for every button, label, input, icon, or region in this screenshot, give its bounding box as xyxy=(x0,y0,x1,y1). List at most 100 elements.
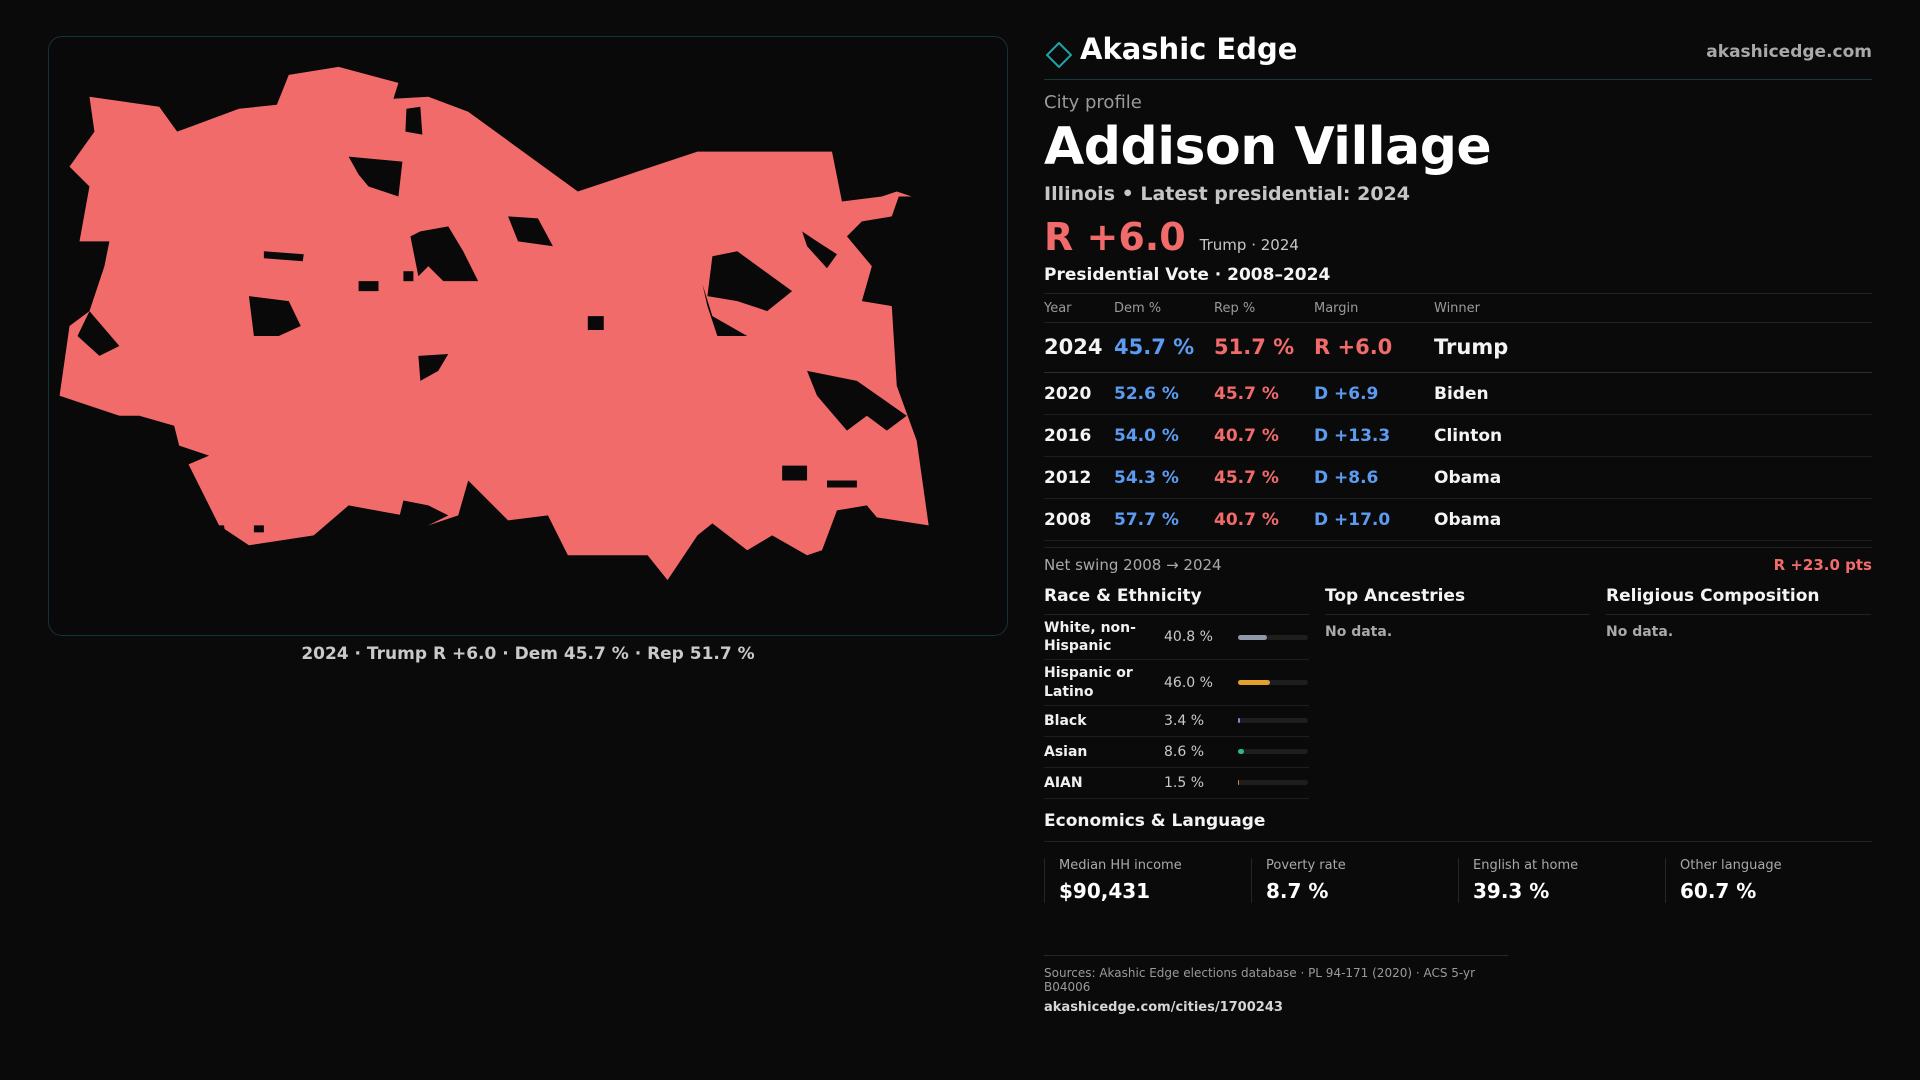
brand-name[interactable]: Akashic Edge xyxy=(1080,32,1298,66)
map-region-fill xyxy=(59,66,929,581)
econ-cell-poverty: Poverty rate 8.7 % xyxy=(1251,857,1458,903)
econ-cell-other-language: Other language 60.7 % xyxy=(1665,857,1872,903)
cell-winner: Obama xyxy=(1434,456,1872,499)
race-bar-track xyxy=(1238,680,1308,686)
race-bar-track xyxy=(1238,718,1308,724)
race-bar-track xyxy=(1238,634,1308,640)
profile-panel: Akashic Edge akashicedge.com City profil… xyxy=(1044,30,1872,1015)
race-section-title: Race & Ethnicity xyxy=(1044,586,1309,615)
cell-year: 2016 xyxy=(1044,414,1114,457)
cell-margin: D +8.6 xyxy=(1314,456,1434,499)
vote-table: Year Dem % Rep % Margin Winner 2024 45.7… xyxy=(1044,294,1872,541)
econ-label: Poverty rate xyxy=(1266,857,1346,873)
city-boundary-shape xyxy=(59,66,929,581)
col-dem: Dem % xyxy=(1114,294,1214,323)
table-row: 2024 45.7 % 51.7 % R +6.0 Trump xyxy=(1044,322,1872,373)
econ-cell-english: English at home 39.3 % xyxy=(1458,857,1665,903)
headline-margin: R +6.0 Trump · 2024 xyxy=(1044,215,1872,259)
cell-year: 2008 xyxy=(1044,498,1114,541)
cell-year: 2020 xyxy=(1044,372,1114,415)
cell-winner: Trump xyxy=(1434,322,1872,373)
cell-winner: Clinton xyxy=(1434,414,1872,457)
swing-label: Net swing 2008 → 2024 xyxy=(1044,556,1222,574)
cell-dem: 57.7 % xyxy=(1114,498,1214,541)
vote-section-title: Presidential Vote · 2008–2024 xyxy=(1044,265,1872,294)
swing-value: R +23.0 pts xyxy=(1773,556,1872,574)
cell-dem: 54.3 % xyxy=(1114,456,1214,499)
page-url-link[interactable]: akashicedge.com/cities/1700243 xyxy=(1044,999,1283,1015)
diamond-logo-icon xyxy=(1046,42,1072,68)
net-swing-row: Net swing 2008 → 2024 R +23.0 pts xyxy=(1044,547,1872,574)
econ-value: $90,431 xyxy=(1059,878,1151,903)
race-name: Black xyxy=(1044,712,1087,729)
race-pct: 46.0 % xyxy=(1164,674,1213,691)
economics-title: Economics & Language xyxy=(1044,811,1872,842)
race-bar-fill xyxy=(1238,718,1241,724)
col-margin: Margin xyxy=(1314,294,1434,323)
table-row: 2012 54.3 % 45.7 % D +8.6 Obama xyxy=(1044,456,1872,499)
demographics-columns: Race & Ethnicity White, non-Hispanic 40.… xyxy=(1044,586,1872,799)
cell-margin: D +6.9 xyxy=(1314,372,1434,415)
race-pct: 8.6 % xyxy=(1164,743,1205,760)
city-boundary-map[interactable] xyxy=(48,36,1008,636)
vote-table-header: Year Dem % Rep % Margin Winner xyxy=(1044,294,1872,323)
cell-margin: D +13.3 xyxy=(1314,414,1434,457)
race-bar-fill xyxy=(1238,780,1240,786)
cell-rep: 51.7 % xyxy=(1214,322,1314,373)
race-name: Hispanic or Latino xyxy=(1044,665,1133,700)
race-bar-fill xyxy=(1238,749,1245,755)
race-pct: 1.5 % xyxy=(1164,774,1205,791)
page-eyebrow: City profile xyxy=(1044,92,1142,113)
econ-value: 8.7 % xyxy=(1266,878,1329,903)
cell-winner: Biden xyxy=(1434,372,1872,415)
state-subline: Illinois • Latest presidential: 2024 xyxy=(1044,183,1411,205)
race-name: White, non-Hispanic xyxy=(1044,620,1136,655)
ancestries-section: Top Ancestries No data. xyxy=(1325,586,1590,799)
sources-footer: Sources: Akashic Edge elections database… xyxy=(1044,954,1508,1015)
race-row: White, non-Hispanic 40.8 % xyxy=(1044,615,1309,661)
religion-title: Religious Composition xyxy=(1606,586,1871,615)
econ-label: Median HH income xyxy=(1059,857,1182,873)
cell-margin: R +6.0 xyxy=(1314,322,1434,373)
race-name: AIAN xyxy=(1044,774,1083,791)
race-row: Hispanic or Latino 46.0 % xyxy=(1044,660,1309,706)
econ-label: Other language xyxy=(1680,857,1782,873)
ancestries-empty: No data. xyxy=(1325,624,1393,640)
cell-rep: 45.7 % xyxy=(1214,456,1314,499)
cell-dem: 52.6 % xyxy=(1114,372,1214,415)
cell-year: 2012 xyxy=(1044,456,1114,499)
col-winner: Winner xyxy=(1434,294,1872,323)
race-bar-track xyxy=(1238,780,1308,786)
big-margin-value: R +6.0 xyxy=(1044,215,1186,259)
cell-rep: 40.7 % xyxy=(1214,498,1314,541)
race-bar-fill xyxy=(1238,680,1271,686)
econ-label: English at home xyxy=(1473,857,1579,873)
brand-header: Akashic Edge akashicedge.com xyxy=(1044,30,1872,80)
economics-grid: Median HH income $90,431 Poverty rate 8.… xyxy=(1044,857,1872,903)
cell-dem: 45.7 % xyxy=(1114,322,1214,373)
page-title: Addison Village xyxy=(1044,117,1492,177)
race-row: AIAN 1.5 % xyxy=(1044,768,1309,799)
cell-rep: 45.7 % xyxy=(1214,372,1314,415)
race-bar-fill xyxy=(1238,634,1267,640)
cell-winner: Obama xyxy=(1434,498,1872,541)
margin-note: Trump · 2024 xyxy=(1199,236,1299,254)
table-row: 2008 57.7 % 40.7 % D +17.0 Obama xyxy=(1044,498,1872,541)
col-rep: Rep % xyxy=(1214,294,1314,323)
race-ethnicity-section: Race & Ethnicity White, non-Hispanic 40.… xyxy=(1044,586,1309,799)
map-holes xyxy=(59,106,907,546)
race-row: Asian 8.6 % xyxy=(1044,737,1309,768)
race-pct: 3.4 % xyxy=(1164,712,1205,729)
religion-empty: No data. xyxy=(1606,624,1674,640)
race-row: Black 3.4 % xyxy=(1044,706,1309,737)
brand-url-link[interactable]: akashicedge.com xyxy=(1706,42,1872,62)
table-row: 2016 54.0 % 40.7 % D +13.3 Clinton xyxy=(1044,414,1872,457)
race-bar-track xyxy=(1238,749,1308,755)
econ-value: 60.7 % xyxy=(1680,878,1757,903)
religion-section: Religious Composition No data. xyxy=(1606,586,1871,799)
cell-rep: 40.7 % xyxy=(1214,414,1314,457)
map-svg xyxy=(59,66,929,581)
table-row: 2020 52.6 % 45.7 % D +6.9 Biden xyxy=(1044,372,1872,415)
ancestries-title: Top Ancestries xyxy=(1325,586,1590,615)
sources-text: Sources: Akashic Edge elections database… xyxy=(1044,965,1476,994)
